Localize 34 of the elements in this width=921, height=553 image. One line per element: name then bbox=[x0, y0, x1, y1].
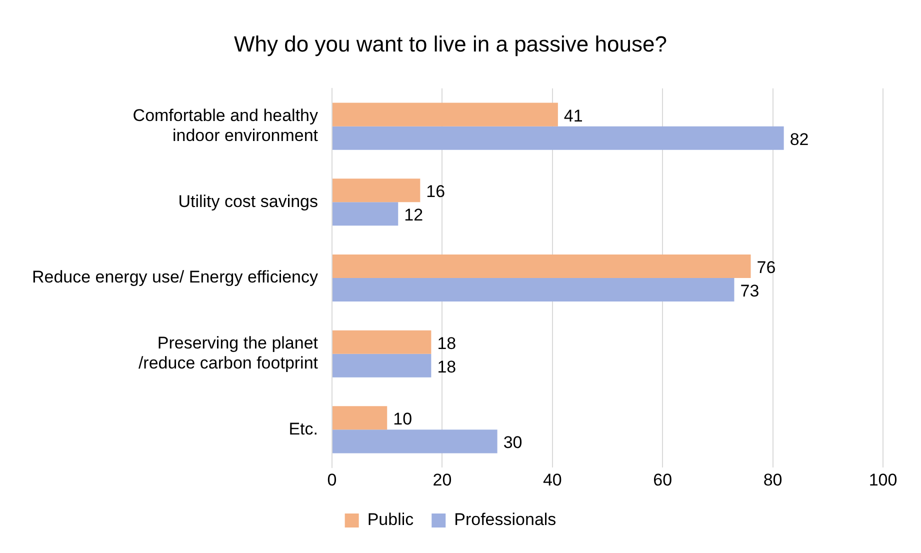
data-label: 18 bbox=[437, 357, 456, 376]
x-tick-label: 20 bbox=[432, 470, 452, 490]
chart-title: Why do you want to live in a passive house? bbox=[234, 31, 667, 56]
x-tick-label: 80 bbox=[763, 470, 782, 490]
bar bbox=[332, 202, 398, 226]
data-label: 16 bbox=[426, 182, 446, 202]
bar bbox=[332, 126, 784, 150]
y-tick-label: Utility cost savings bbox=[178, 192, 318, 211]
y-tick-label: Comfortable and healthy indoor environment bbox=[132, 106, 319, 146]
x-tick-label: 40 bbox=[542, 470, 562, 490]
x-tick-label: 60 bbox=[653, 470, 672, 490]
bar bbox=[332, 406, 388, 430]
bar bbox=[332, 254, 751, 278]
data-label: 10 bbox=[393, 410, 412, 429]
bar bbox=[332, 178, 420, 202]
y-tick-label: Preserving the planet /reduce carbon footprint bbox=[138, 333, 318, 373]
y-tick-label: Etc. bbox=[288, 419, 318, 438]
data-label: 30 bbox=[503, 433, 522, 452]
bar bbox=[332, 278, 734, 302]
legend-label: Public bbox=[367, 510, 414, 530]
data-label: 82 bbox=[790, 130, 809, 149]
data-label: 76 bbox=[756, 258, 776, 277]
bar bbox=[332, 102, 558, 126]
data-label: 41 bbox=[564, 106, 583, 126]
y-tick-label: Reduce energy use/ Energy efficiency bbox=[32, 268, 319, 287]
x-tick-label: 100 bbox=[868, 470, 898, 490]
bar bbox=[332, 430, 498, 454]
legend-label: Professionals bbox=[454, 510, 556, 530]
data-label: 73 bbox=[740, 281, 760, 300]
data-label: 12 bbox=[404, 206, 424, 225]
bar bbox=[332, 354, 432, 378]
data-label: 18 bbox=[437, 334, 456, 353]
bar bbox=[332, 330, 432, 354]
x-tick-label: 0 bbox=[327, 470, 337, 490]
